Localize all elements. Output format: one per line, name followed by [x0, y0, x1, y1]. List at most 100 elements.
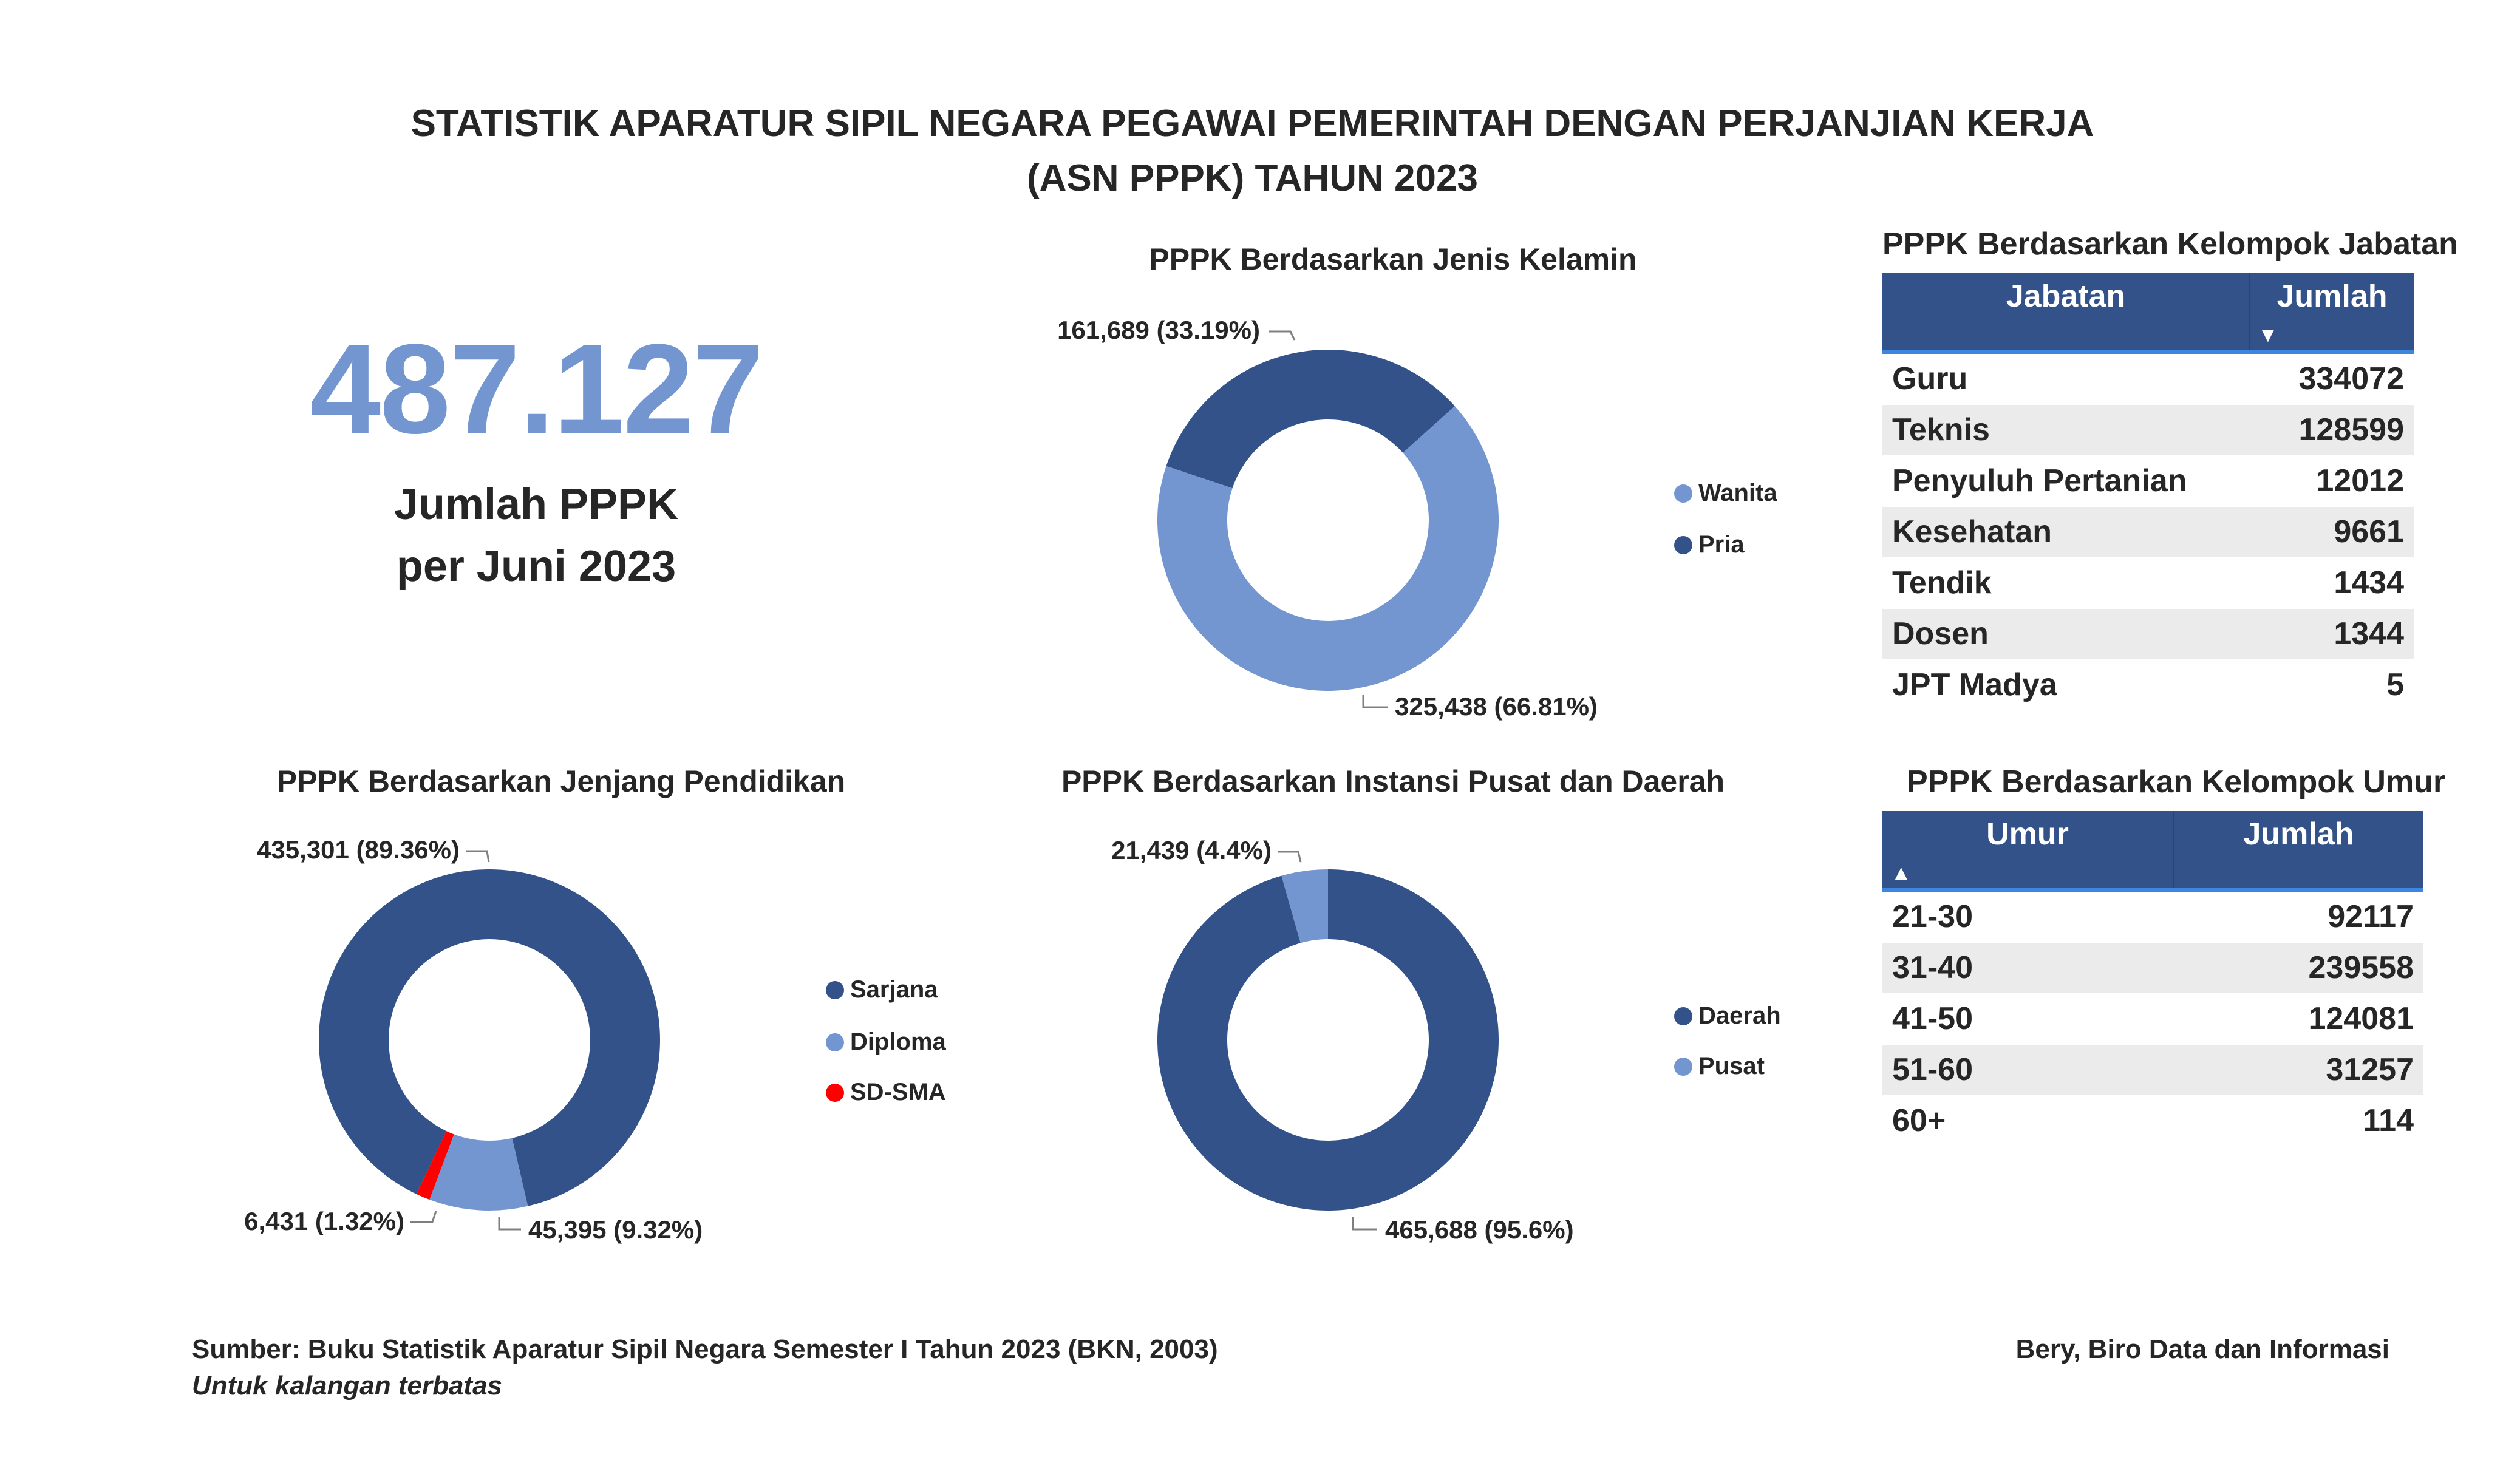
- jabatan-cell: Dosen: [1882, 608, 2250, 660]
- table-row: Dosen 1344: [1882, 608, 2414, 660]
- legend-label: Wanita: [1698, 480, 1777, 506]
- table-row: 41-50 124081: [1882, 993, 2423, 1045]
- leader-line: [1362, 695, 1388, 708]
- table-row: 21-30 92117: [1882, 890, 2423, 943]
- legend-item-pria: Pria: [1674, 531, 1745, 559]
- table-row: JPT Madya 5: [1882, 659, 2414, 711]
- table-row: Teknis 128599: [1882, 404, 2414, 456]
- donut-slice-pria: [1166, 350, 1455, 489]
- page-title-line1: STATISTIK APARATUR SIPIL NEGARA PEGAWAI …: [410, 103, 2094, 144]
- column-header-jabatan[interactable]: Jabatan: [1882, 273, 2250, 354]
- jumlah-cell: 12012: [2250, 455, 2414, 507]
- jumlah-cell: 31257: [2173, 1044, 2423, 1096]
- leader-line: [410, 1211, 437, 1223]
- jabatan-table: Jabatan Jumlah ▼ Guru 334072 Teknis 128599 Pe…: [1882, 273, 2414, 711]
- leader-line: [1352, 1217, 1377, 1231]
- jumlah-cell: 128599: [2250, 404, 2414, 456]
- author-note: Bery, Biro Data dan Informasi: [2015, 1334, 2389, 1364]
- kpi-label-line2: per Juni 2023: [396, 542, 676, 591]
- education-label-diploma: 45,395 (9.32%): [528, 1215, 703, 1244]
- legend-label: Pusat: [1698, 1053, 1765, 1079]
- leader-line: [498, 1217, 521, 1231]
- legend-item-diploma: Diploma: [826, 1028, 946, 1056]
- donut-slice-sd-sma: [416, 1131, 454, 1200]
- legend-dot: [1674, 1007, 1692, 1025]
- jumlah-cell: 5: [2250, 659, 2414, 711]
- legend-item-daerah: Daerah: [1674, 1002, 1781, 1030]
- legend-dot: [826, 1033, 844, 1051]
- umur-cell: 41-50: [1882, 993, 2173, 1045]
- donut-slice-daerah: [1157, 869, 1499, 1211]
- jabatan-cell: Tendik: [1882, 557, 2250, 609]
- page-title-line2: (ASN PPPK) TAHUN 2023: [1026, 157, 1478, 199]
- umur-table-title: PPPK Berdasarkan Kelompok Umur: [1907, 764, 2446, 800]
- jumlah-cell: 239558: [2173, 942, 2423, 994]
- column-header-jumlah[interactable]: Jumlah: [2173, 811, 2423, 892]
- leader-line: [466, 850, 490, 863]
- umur-table: Umur ▲ Jumlah 21-30 92117 31-40 239558 41-50 1…: [1882, 811, 2423, 1147]
- umur-cell: 21-30: [1882, 890, 2173, 943]
- legend-label: Daerah: [1698, 1002, 1781, 1029]
- legend-dot: [826, 980, 844, 999]
- jumlah-cell: 92117: [2173, 890, 2423, 943]
- table-row: 51-60 31257: [1882, 1044, 2423, 1096]
- jabatan-cell: JPT Madya: [1882, 659, 2250, 711]
- leader-line: [1278, 851, 1302, 863]
- legend-dot: [1674, 535, 1692, 554]
- agency-label-daerah: 465,688 (95.6%): [1385, 1215, 1574, 1244]
- jabatan-cell: Kesehatan: [1882, 506, 2250, 558]
- gender-label-wanita: 325,438 (66.81%): [1395, 692, 1598, 721]
- table-row: Penyuluh Pertanian 12012: [1882, 455, 2414, 507]
- column-header-jumlah[interactable]: Jumlah ▼: [2249, 273, 2414, 354]
- table-row: 31-40 239558: [1882, 942, 2423, 994]
- donut-slice-diploma: [429, 1134, 528, 1211]
- jabatan-cell: Teknis: [1882, 404, 2250, 456]
- education-label-sdsma: 6,431 (1.32%): [244, 1207, 404, 1235]
- legend-item-sarjana: Sarjana: [826, 976, 938, 1004]
- donut-slice-sarjana: [318, 869, 660, 1206]
- legend-label: Sarjana: [850, 976, 938, 1003]
- legend-dot: [826, 1083, 844, 1102]
- table-row: 60+ 114: [1882, 1095, 2423, 1147]
- jabatan-table-title: PPPK Berdasarkan Kelompok Jabatan: [1882, 226, 2458, 262]
- kpi-label-line1: Jumlah PPPK: [393, 480, 679, 529]
- sort-descending-icon[interactable]: ▼: [2258, 324, 2278, 347]
- donut-slice-wanita: [1157, 406, 1499, 691]
- column-header-umur[interactable]: Umur ▲: [1882, 811, 2173, 892]
- agency-chart-title: PPPK Berdasarkan Instansi Pusat dan Daer…: [1061, 764, 1725, 798]
- gender-chart-title: PPPK Berdasarkan Jenis Kelamin: [1149, 242, 1637, 276]
- legend-label: SD-SMA: [850, 1079, 946, 1105]
- kpi-total-value: 487.127: [310, 318, 763, 460]
- legend-label: Diploma: [850, 1028, 946, 1055]
- jumlah-cell: 114: [2173, 1095, 2423, 1147]
- leader-line: [1269, 330, 1296, 341]
- agency-label-pusat: 21,439 (4.4%): [1111, 836, 1272, 864]
- jumlah-cell: 124081: [2173, 993, 2423, 1045]
- table-row: Kesehatan 9661: [1882, 506, 2414, 558]
- umur-cell: 31-40: [1882, 942, 2173, 994]
- jumlah-cell: 1344: [2250, 608, 2414, 660]
- jumlah-cell: 1434: [2250, 557, 2414, 609]
- table-row: Tendik 1434: [1882, 557, 2414, 609]
- source-note: Sumber: Buku Statistik Aparatur Sipil Ne…: [192, 1334, 1218, 1364]
- restriction-note: Untuk kalangan terbatas: [192, 1371, 503, 1401]
- jabatan-cell: Penyuluh Pertanian: [1882, 455, 2250, 507]
- legend-item-sdsma: SD-SMA: [826, 1079, 946, 1106]
- umur-cell: 51-60: [1882, 1044, 2173, 1096]
- legend-dot: [1674, 484, 1692, 503]
- donut-slice-pusat: [1281, 869, 1328, 943]
- jabatan-cell: Guru: [1882, 352, 2250, 405]
- gender-label-pria: 161,689 (33.19%): [1057, 316, 1260, 344]
- education-chart-title: PPPK Berdasarkan Jenjang Pendidikan: [276, 764, 846, 798]
- table-row: Guru 334072: [1882, 352, 2414, 405]
- legend-item-pusat: Pusat: [1674, 1053, 1765, 1080]
- legend-item-wanita: Wanita: [1674, 480, 1777, 507]
- legend-dot: [1674, 1057, 1692, 1076]
- education-label-sarjana: 435,301 (89.36%): [257, 835, 460, 864]
- jumlah-cell: 9661: [2250, 506, 2414, 558]
- jumlah-cell: 334072: [2250, 352, 2414, 405]
- sort-ascending-icon[interactable]: ▲: [1891, 861, 1912, 885]
- legend-label: Pria: [1698, 531, 1745, 558]
- umur-cell: 60+: [1882, 1095, 2173, 1147]
